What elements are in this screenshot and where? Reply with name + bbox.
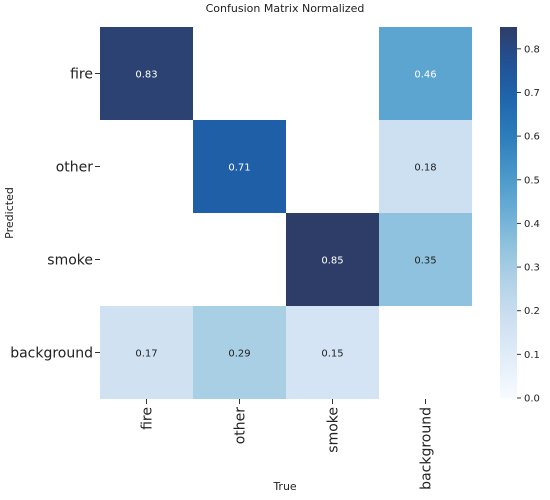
cell-value-label: 0.29 [228,349,250,360]
colorbar-tick-label: 0.3 [524,263,540,274]
x-tick-label: other [233,407,249,445]
colorbar-ticks: 0.0 0.1 0.2 0.3 0.4 0.5 0.6 0.7 0.8 [517,44,540,405]
heatmap-cell-labels: 0.83 0.46 0.71 0.18 0.85 0.35 0.17 0.29 0.15 [135,70,436,360]
colorbar-tick-label: 0.8 [524,44,540,55]
y-tick-label: other [56,160,94,176]
heatmap-cell [100,306,193,399]
colorbar-tick-label: 0.4 [524,219,540,230]
cell-value-label: 0.35 [414,256,436,267]
heatmap-cells [100,27,472,399]
colorbar [500,27,517,398]
colorbar-tick-label: 0.6 [524,132,540,143]
heatmap-cell [286,306,379,399]
cell-value-label: 0.85 [321,256,343,267]
heatmap-cell [100,27,193,120]
y-axis-label: Predicted [3,187,16,239]
heatmap-cell [379,213,472,306]
colorbar-tick-label: 0.0 [524,394,540,405]
colorbar-tick-label: 0.5 [524,175,540,186]
heatmap-cell [193,306,286,399]
chart-title: Confusion Matrix Normalized [206,2,365,15]
cell-value-label: 0.46 [414,70,436,81]
y-tick-label: fire [70,67,93,83]
x-tick-label: fire [140,407,156,430]
x-axis-label: True [272,480,297,493]
x-tick-label: smoke [326,407,342,453]
cell-value-label: 0.17 [135,349,157,360]
cell-value-label: 0.83 [135,70,157,81]
cell-value-label: 0.71 [228,163,250,174]
colorbar-tick-label: 0.2 [524,306,540,317]
y-tick-labels: fire other smoke background [10,67,100,362]
heatmap-cell [193,120,286,213]
y-tick-label: background [10,346,93,362]
cell-value-label: 0.18 [414,163,436,174]
heatmap-cell [286,213,379,306]
x-tick-label: background [419,407,435,490]
y-tick-label: smoke [47,253,93,269]
colorbar-tick-label: 0.1 [524,350,540,361]
heatmap-cell [379,120,472,213]
heatmap-cell [379,27,472,120]
cell-value-label: 0.15 [321,349,343,360]
x-tick-labels: fire other smoke background [140,399,435,490]
colorbar-tick-label: 0.7 [524,88,540,99]
